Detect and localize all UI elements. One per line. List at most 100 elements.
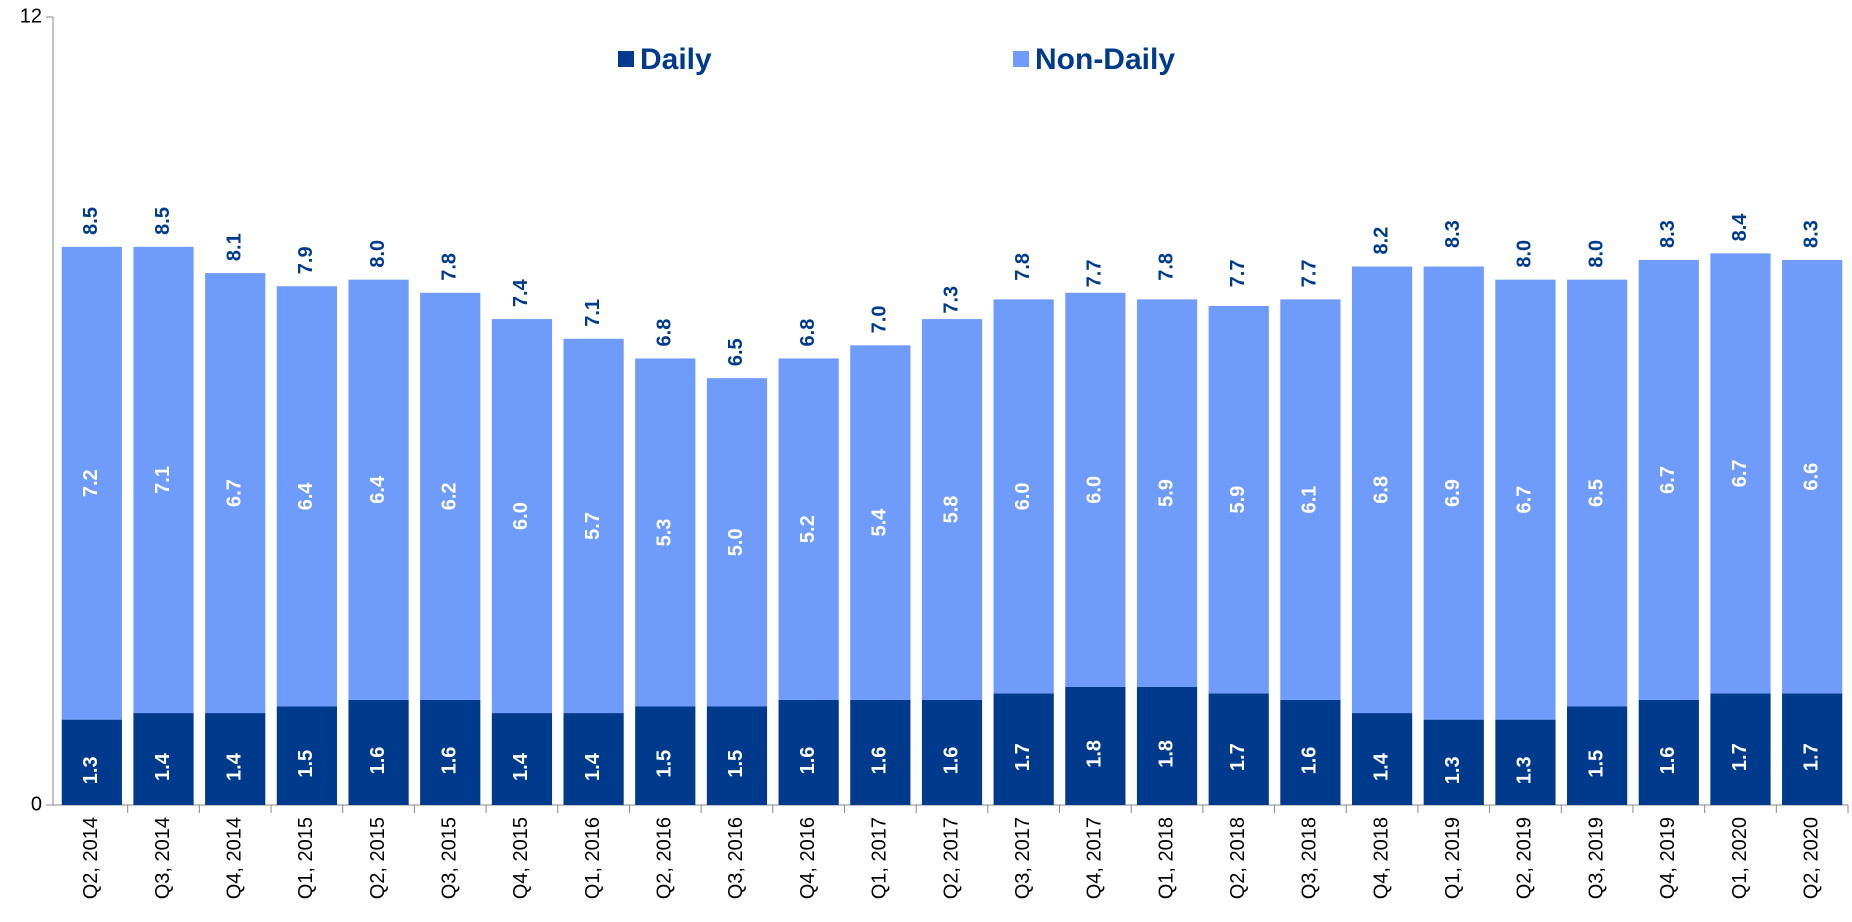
- data-label: 5.3: [654, 519, 676, 547]
- total-label: 8.5: [152, 207, 174, 235]
- bar-segment: [420, 699, 481, 805]
- bar-segment: [348, 279, 409, 700]
- data-label: 1.6: [439, 747, 461, 775]
- x-tick-label: Q1, 2015: [295, 817, 317, 899]
- total-label: 8.3: [1657, 220, 1679, 248]
- total-label: 8.3: [1800, 220, 1822, 248]
- total-label: 8.5: [80, 207, 102, 235]
- total-label: 7.7: [1227, 260, 1249, 288]
- bar-segment: [1280, 299, 1341, 700]
- data-label: 6.8: [1370, 476, 1392, 504]
- x-tick-label: Q2, 2018: [1227, 817, 1249, 899]
- data-label: 1.4: [223, 752, 245, 781]
- bar-segment: [1136, 686, 1198, 805]
- total-label: 7.4: [510, 278, 532, 307]
- bar-segment: [1710, 253, 1771, 694]
- bar-segment: [563, 713, 624, 805]
- bar-segment: [205, 713, 266, 805]
- data-label: 1.7: [1800, 743, 1822, 771]
- data-label: 1.3: [80, 756, 102, 784]
- bar-segment: [1495, 719, 1556, 805]
- bar-segment: [491, 713, 553, 805]
- data-label: 6.2: [439, 482, 461, 510]
- bar-segment: [635, 706, 696, 805]
- x-tick-label: Q3, 2014: [152, 817, 174, 899]
- bar-segment: [778, 358, 839, 700]
- bar-segment: [1136, 299, 1198, 687]
- data-label: 1.5: [1585, 750, 1607, 778]
- x-tick-label: Q4, 2018: [1370, 817, 1392, 899]
- total-label: 8.4: [1729, 213, 1751, 242]
- data-label: 1.3: [1442, 756, 1464, 784]
- bar-segment: [850, 345, 911, 700]
- data-label: 1.6: [940, 747, 962, 775]
- x-tick-label: Q1, 2018: [1155, 817, 1177, 899]
- x-tick-label: Q2, 2019: [1514, 817, 1536, 899]
- data-label: 5.9: [1155, 479, 1177, 507]
- bar-segment: [706, 378, 768, 707]
- bar-segment: [706, 706, 768, 805]
- bar-segment: [563, 338, 624, 714]
- data-label: 6.4: [367, 475, 389, 504]
- bar-segment: [61, 719, 122, 805]
- bar-segment: [1567, 706, 1628, 805]
- bar-segment: [133, 246, 194, 714]
- data-label: 6.0: [510, 502, 532, 530]
- data-label: 5.8: [940, 496, 962, 524]
- bar-segment: [1782, 259, 1843, 694]
- total-label: 8.0: [1585, 240, 1607, 268]
- bar-segment: [921, 319, 983, 700]
- bar-segment: [921, 699, 983, 805]
- total-label: 7.7: [1299, 260, 1321, 288]
- x-tick-label: Q4, 2019: [1657, 817, 1679, 899]
- bar-segment: [1065, 686, 1126, 805]
- data-label: 5.9: [1227, 486, 1249, 514]
- data-label: 1.5: [654, 750, 676, 778]
- x-tick-label: Q4, 2017: [1084, 817, 1106, 899]
- x-tick-label: Q1, 2019: [1442, 817, 1464, 899]
- total-label: 7.3: [940, 286, 962, 314]
- y-tick-label: 12: [20, 5, 42, 27]
- total-label: 6.8: [654, 319, 676, 347]
- bar-segment: [1638, 699, 1699, 805]
- y-tick-label: 0: [31, 793, 42, 815]
- x-tick-label: Q4, 2016: [797, 817, 819, 899]
- bar-segment: [1208, 305, 1269, 694]
- data-label: 1.5: [295, 750, 317, 778]
- data-label: 6.7: [1657, 466, 1679, 494]
- x-tick-label: Q3, 2018: [1299, 817, 1321, 899]
- bar-segment: [1208, 693, 1269, 805]
- x-tick-label: Q2, 2016: [654, 817, 676, 899]
- data-label: 1.8: [1155, 740, 1177, 768]
- bar-segment: [993, 299, 1054, 694]
- total-label: 8.0: [367, 240, 389, 268]
- bar-segment: [850, 699, 911, 805]
- total-label: 6.8: [797, 319, 819, 347]
- x-tick-label: Q1, 2016: [582, 817, 604, 899]
- data-label: 6.1: [1299, 486, 1321, 514]
- bar-segment: [491, 319, 553, 714]
- bar-segment: [205, 273, 266, 714]
- data-label: 6.6: [1800, 463, 1822, 491]
- bar-segment: [276, 706, 337, 805]
- total-label: 8.0: [1514, 240, 1536, 268]
- total-label: 8.2: [1370, 227, 1392, 255]
- bar-segment: [133, 713, 194, 805]
- x-tick-label: Q4, 2015: [510, 817, 532, 899]
- total-label: 7.8: [1012, 253, 1034, 281]
- total-label: 8.3: [1442, 220, 1464, 248]
- total-label: 7.0: [869, 306, 891, 334]
- bar-segment: [1495, 279, 1556, 720]
- data-label: 1.6: [367, 747, 389, 775]
- x-tick-label: Q3, 2015: [439, 817, 461, 899]
- bar-segment: [1567, 279, 1628, 707]
- x-tick-label: Q2, 2017: [940, 817, 962, 899]
- bar-segment: [61, 246, 122, 720]
- x-tick-label: Q3, 2019: [1585, 817, 1607, 899]
- bar-segment: [635, 358, 696, 707]
- bar-segment: [1710, 693, 1771, 805]
- legend-swatch: [618, 51, 634, 67]
- bar-segment: [1423, 266, 1484, 720]
- data-label: 7.2: [80, 469, 102, 497]
- total-label: 8.1: [223, 233, 245, 261]
